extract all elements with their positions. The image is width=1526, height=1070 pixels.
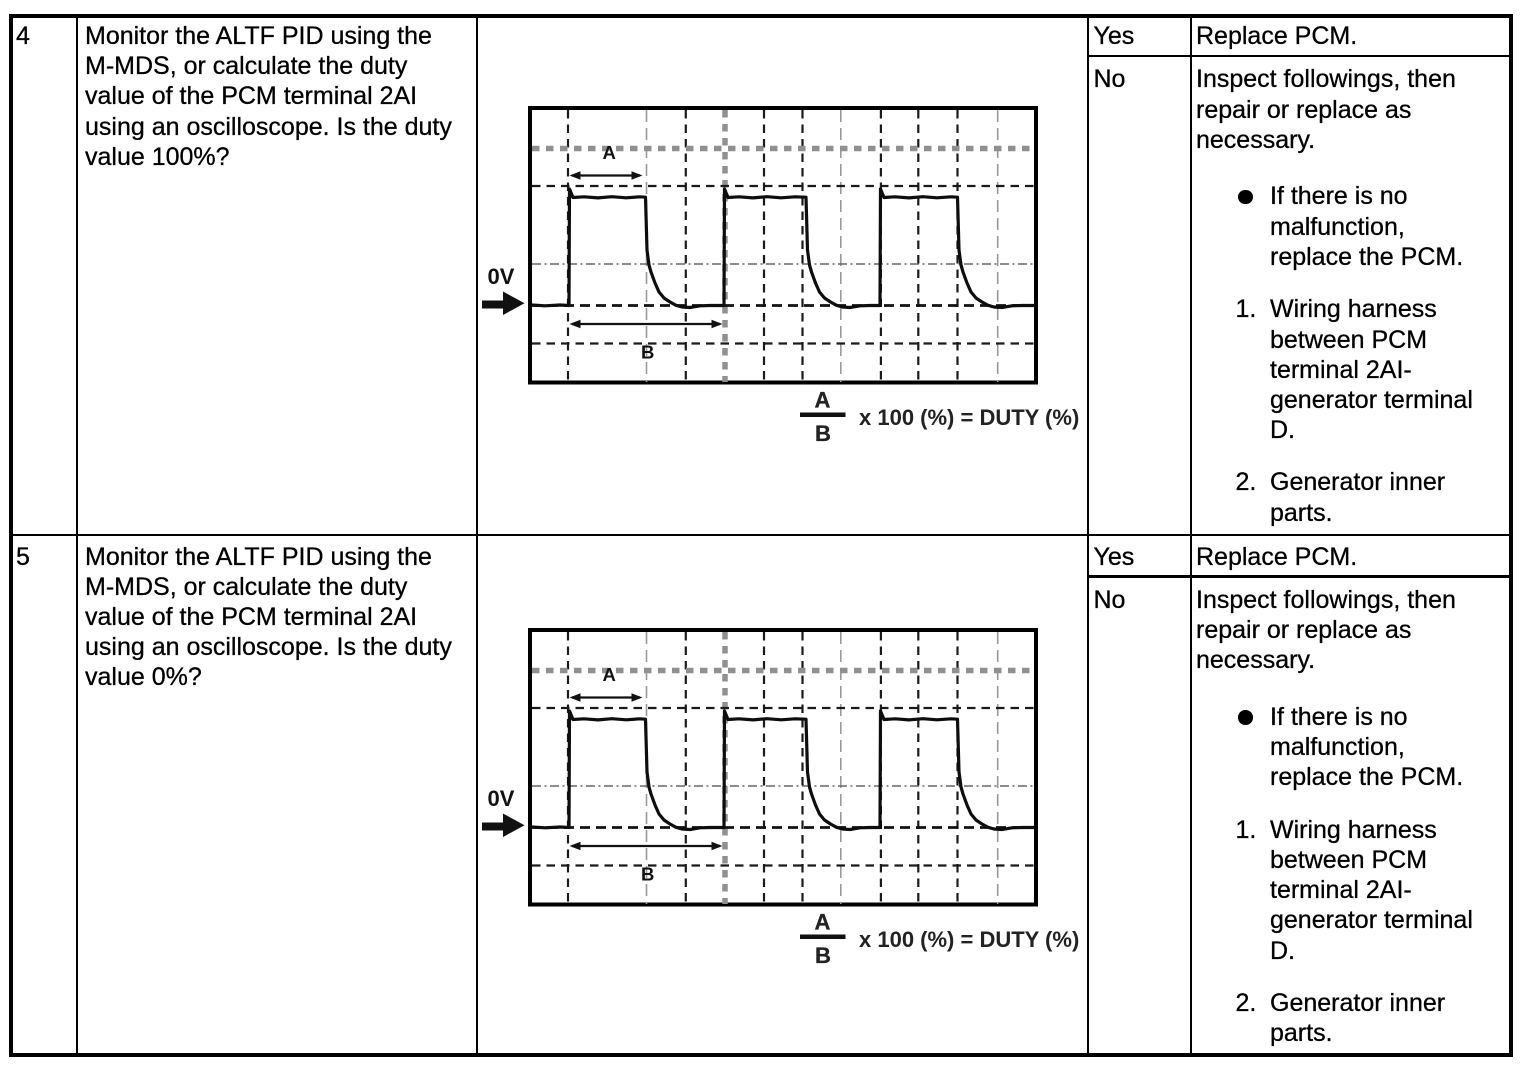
svg-text:B: B xyxy=(641,341,654,362)
svg-text:A: A xyxy=(603,142,616,163)
svg-text:x 100 (%) = DUTY (%): x 100 (%) = DUTY (%) xyxy=(859,405,1079,430)
svg-text:B: B xyxy=(815,943,831,968)
svg-text:A: A xyxy=(815,387,831,412)
svg-text:0V: 0V xyxy=(488,264,515,289)
svg-text:x 100 (%) = DUTY (%): x 100 (%) = DUTY (%) xyxy=(859,927,1079,952)
svg-text:B: B xyxy=(641,863,654,884)
svg-text:B: B xyxy=(815,421,831,446)
svg-text:A: A xyxy=(603,663,616,684)
svg-text:0V: 0V xyxy=(488,786,515,811)
svg-text:A: A xyxy=(815,909,831,934)
